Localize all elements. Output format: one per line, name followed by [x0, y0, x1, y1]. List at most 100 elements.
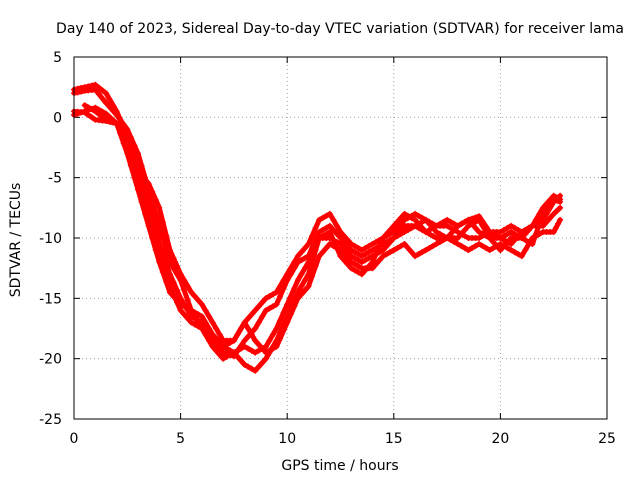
data-point — [220, 355, 227, 362]
data-point — [287, 293, 294, 300]
data-point — [198, 313, 205, 320]
data-point — [110, 102, 117, 109]
data-point — [124, 132, 131, 139]
data-point — [238, 345, 244, 352]
data-point — [191, 321, 198, 328]
data-point — [188, 307, 195, 314]
data-point — [429, 233, 436, 239]
data-point — [298, 283, 305, 290]
data-point — [454, 235, 461, 241]
data-point — [262, 295, 269, 302]
data-point — [262, 307, 269, 314]
data-point — [302, 245, 308, 252]
data-point — [469, 245, 475, 252]
data-point — [302, 277, 308, 284]
data-point — [341, 257, 348, 264]
data-point — [95, 106, 102, 113]
data-point — [259, 345, 266, 352]
data-point — [319, 227, 326, 233]
data-point — [483, 245, 490, 252]
data-point — [351, 267, 358, 274]
data-point — [472, 224, 479, 231]
x-tick-label-5: 5 — [176, 431, 185, 447]
data-point — [156, 204, 163, 211]
data-point — [234, 331, 241, 338]
data-point — [255, 341, 262, 348]
data-point — [476, 235, 483, 241]
data-point — [238, 325, 244, 332]
data-point — [362, 245, 369, 252]
data-point — [319, 249, 326, 256]
data-point — [188, 289, 195, 296]
data-point — [433, 229, 440, 235]
data-point — [113, 108, 120, 115]
data-point — [206, 313, 212, 320]
data-point — [149, 235, 156, 241]
data-point — [106, 96, 113, 103]
data-point — [291, 259, 298, 266]
data-point — [508, 229, 515, 235]
data-point — [252, 349, 259, 356]
data-point — [309, 233, 316, 239]
data-point — [124, 150, 131, 157]
data-point — [515, 251, 522, 258]
data-point — [540, 204, 546, 211]
data-point — [298, 271, 305, 278]
data-point — [170, 293, 177, 300]
data-point — [120, 124, 127, 131]
data-point — [479, 218, 486, 225]
data-point — [191, 309, 198, 316]
data-point — [117, 130, 124, 137]
data-point — [547, 214, 554, 221]
data-point — [518, 235, 525, 241]
data-point — [348, 241, 355, 247]
data-point — [103, 110, 109, 117]
data-point — [333, 222, 340, 229]
data-point — [426, 218, 433, 225]
data-point — [280, 309, 287, 316]
data-point — [234, 353, 241, 360]
data-point — [437, 220, 443, 227]
data-point — [174, 287, 180, 294]
data-point — [145, 180, 152, 187]
data-point — [223, 353, 230, 360]
data-point — [206, 325, 212, 332]
data-point — [543, 210, 550, 217]
data-point — [333, 239, 340, 245]
data-point — [159, 269, 166, 276]
data-point — [369, 247, 376, 254]
data-point — [284, 271, 291, 278]
data-point — [88, 105, 95, 112]
data-point — [508, 222, 515, 229]
data-point — [74, 85, 81, 92]
data-point — [405, 214, 411, 221]
data-point — [245, 363, 252, 370]
data-point — [472, 243, 479, 249]
data-point — [486, 247, 493, 254]
data-point — [511, 224, 518, 231]
data-point — [344, 237, 351, 243]
data-point — [191, 315, 198, 322]
data-point — [465, 216, 472, 223]
data-point — [152, 247, 159, 254]
data-point — [390, 229, 397, 235]
data-point — [358, 247, 365, 254]
data-point — [397, 243, 404, 249]
data-point — [202, 307, 209, 314]
data-point — [99, 113, 106, 120]
data-point — [202, 331, 209, 338]
data-point — [547, 204, 554, 211]
data-point — [476, 229, 483, 235]
data-point — [291, 297, 298, 304]
data-point — [369, 241, 376, 247]
y-tick-label--25: -25 — [39, 412, 62, 428]
data-point — [465, 222, 472, 229]
data-point — [305, 259, 312, 266]
data-point — [401, 241, 408, 247]
data-point — [547, 196, 554, 203]
data-point — [298, 249, 305, 256]
data-point — [248, 331, 255, 338]
data-point — [497, 229, 504, 235]
data-point — [440, 218, 447, 225]
data-point — [358, 253, 365, 260]
